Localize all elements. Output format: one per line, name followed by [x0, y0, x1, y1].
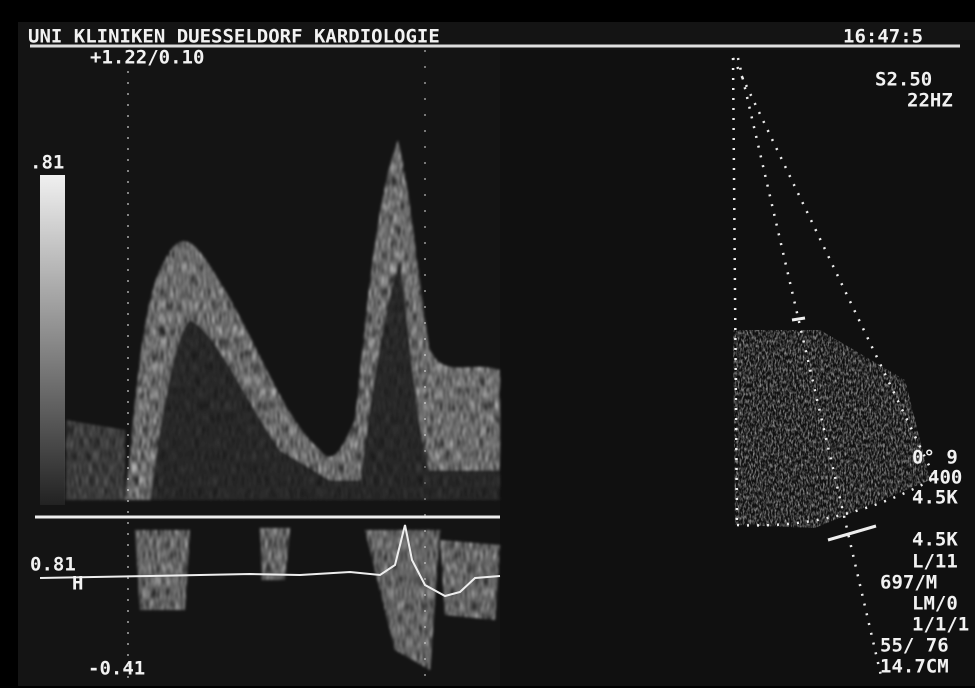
- setting-line: LM/0: [912, 593, 958, 615]
- page: UNI KLINIKEN DUESSELDORF KARDIOLOGIE 16:…: [0, 0, 975, 688]
- setting-line: 697/M: [880, 572, 937, 594]
- setting-line: 14.7CM: [880, 656, 949, 678]
- header-time: 16:47:5: [843, 26, 923, 48]
- gray-scale-bar: [40, 175, 65, 505]
- setting-line: 0° 9: [912, 447, 958, 469]
- setting-line: 4.5K: [912, 487, 958, 509]
- doppler-scale: +1.22/0.10: [90, 47, 204, 69]
- setting-line: L/11: [912, 551, 958, 573]
- ecg-marker: H: [72, 573, 83, 595]
- setting-line: 400: [928, 467, 962, 489]
- top-velocity-label: .81: [30, 152, 64, 174]
- gate-tick: [792, 318, 805, 320]
- setting-line: 55/ 76: [880, 635, 949, 657]
- header-title: UNI KLINIKEN DUESSELDORF KARDIOLOGIE: [28, 26, 440, 48]
- spectrum-noise: [66, 420, 125, 500]
- ultrasound-screen: UNI KLINIKEN DUESSELDORF KARDIOLOGIE 16:…: [0, 0, 975, 688]
- depth-setting: S2.50: [875, 69, 932, 91]
- setting-line: 1/1/1: [912, 614, 969, 636]
- bottom-velocity-label: -0.41: [88, 658, 145, 680]
- ecg-label: 0.81: [30, 554, 76, 576]
- frame-rate: 22HZ: [907, 90, 953, 112]
- setting-line: 4.5K: [912, 529, 958, 551]
